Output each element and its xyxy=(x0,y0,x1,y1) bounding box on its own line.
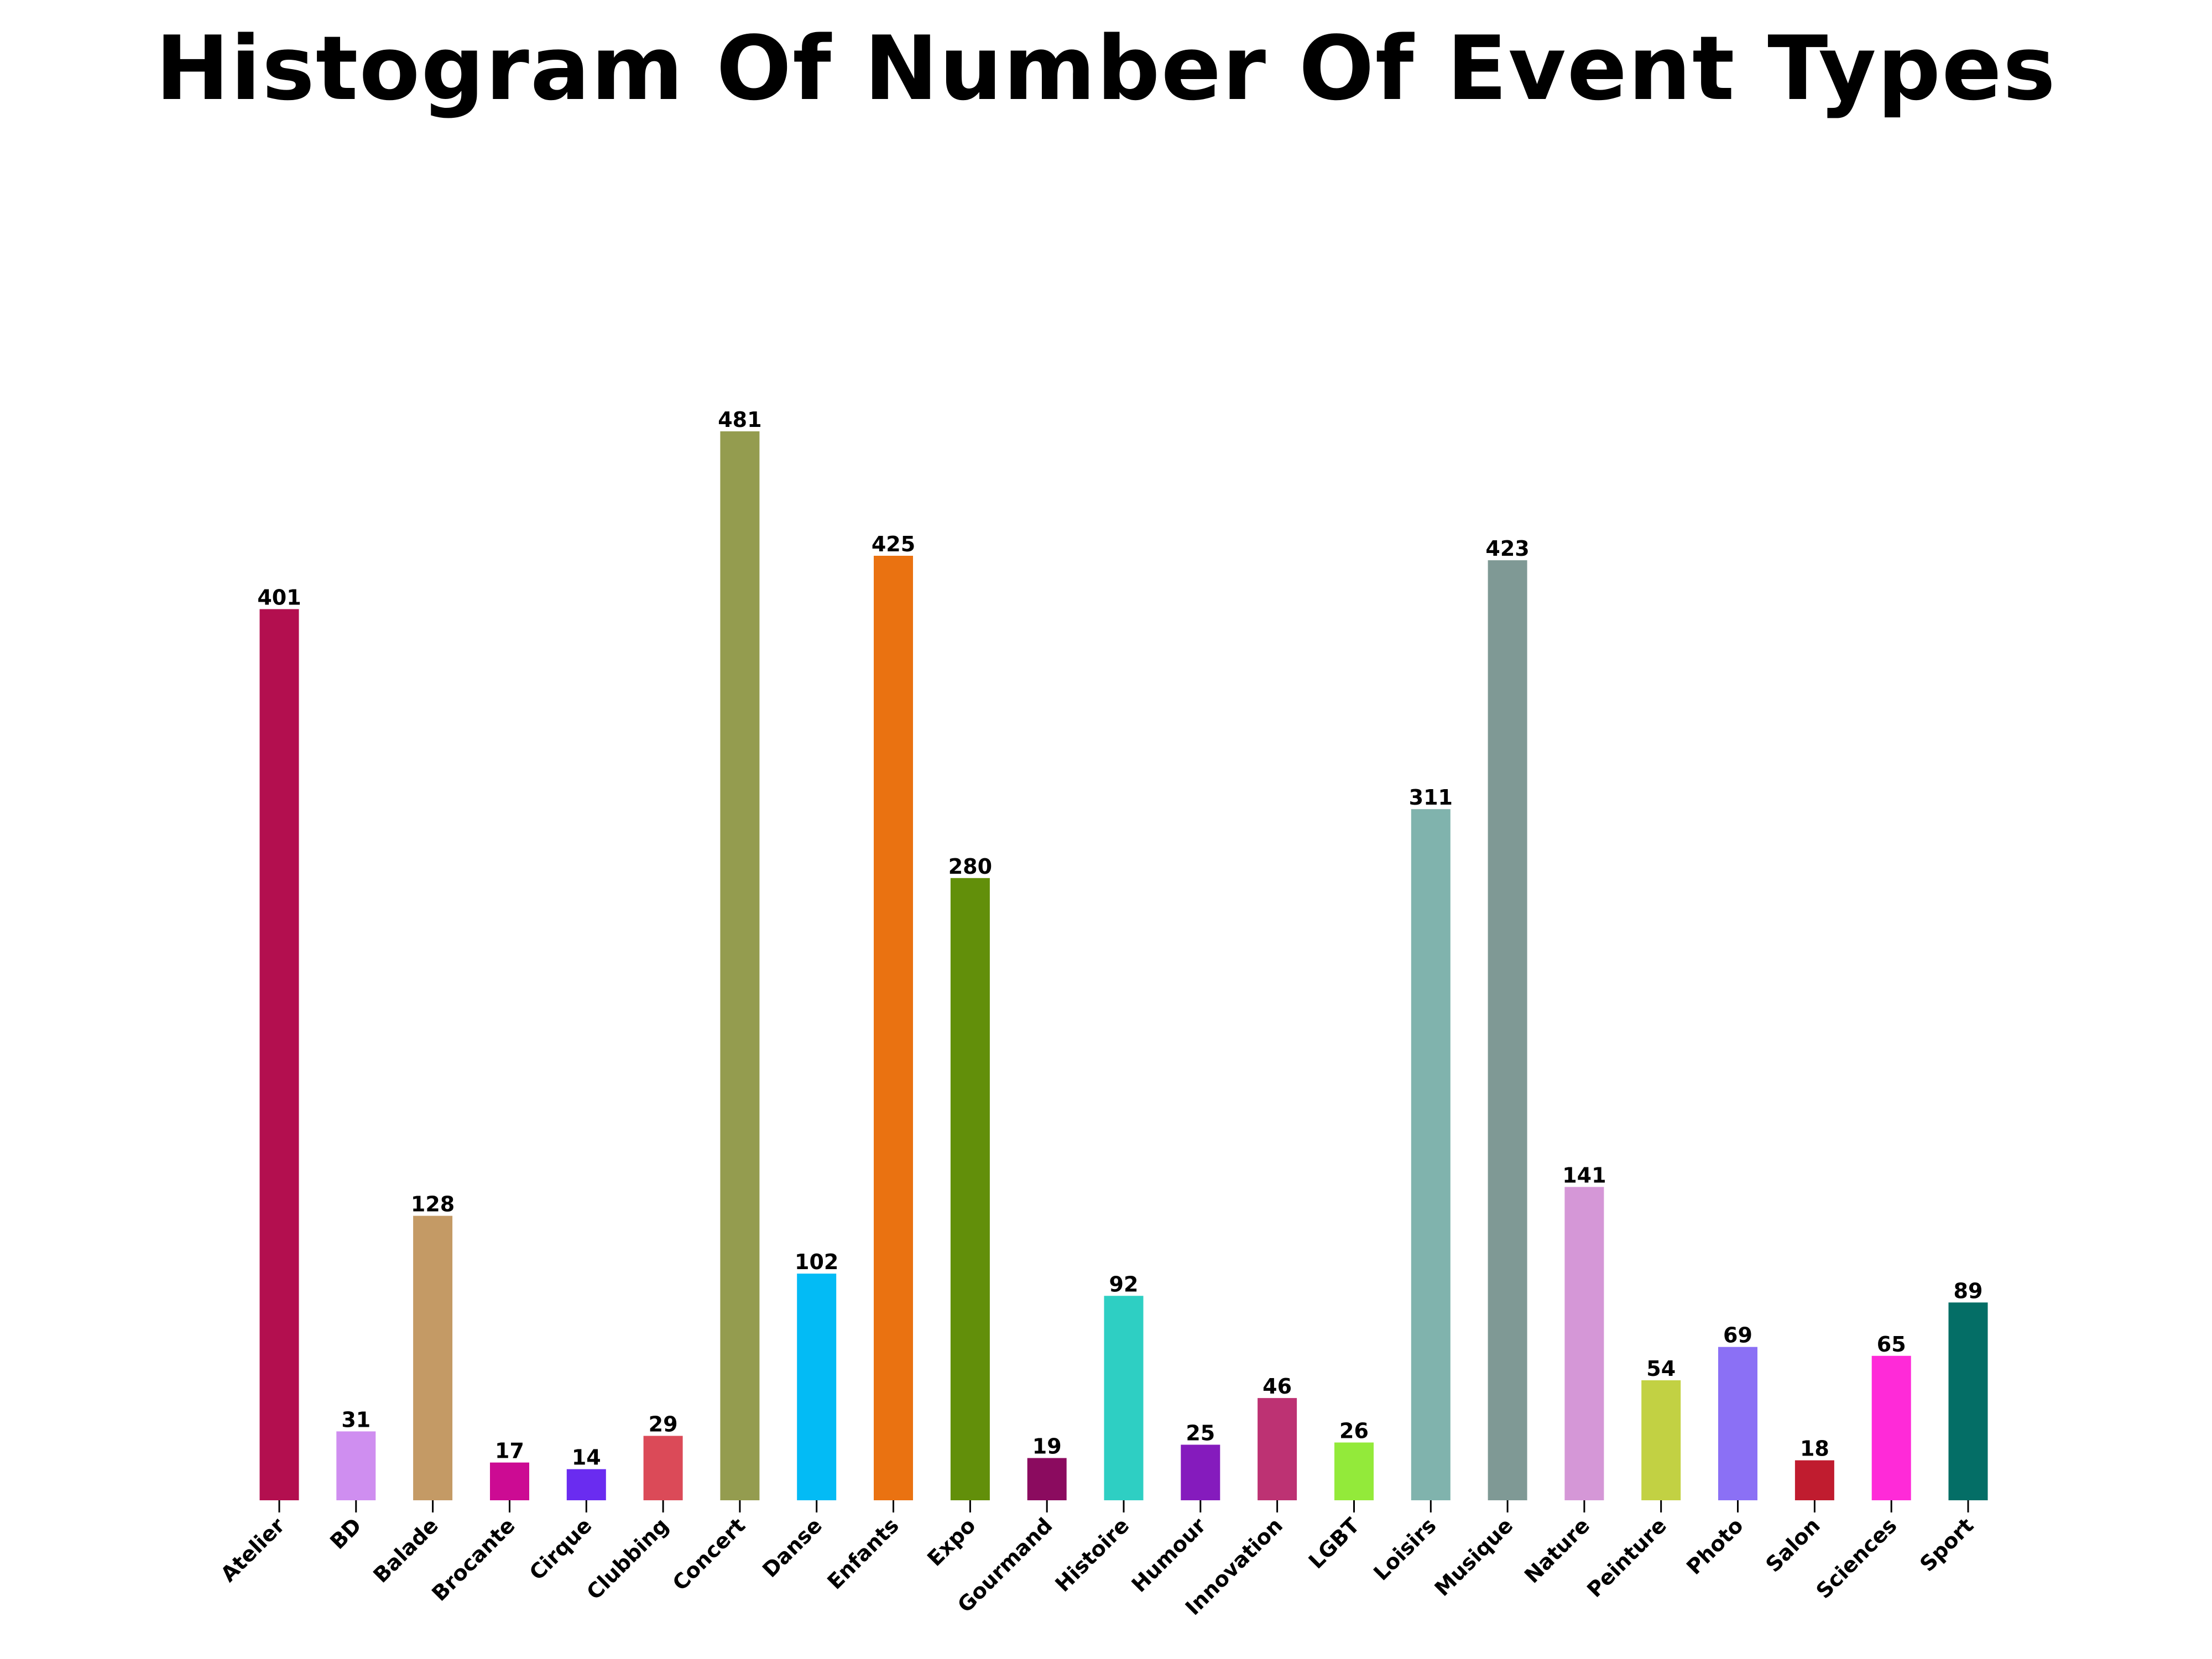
bar-photo xyxy=(1718,1347,1757,1500)
bar-nature xyxy=(1564,1187,1604,1500)
bar-atelier xyxy=(259,609,299,1500)
value-label-enfants: 425 xyxy=(872,532,915,556)
bar-gourmand xyxy=(1027,1458,1067,1500)
tick-label-musique: Musique xyxy=(1430,1513,1518,1601)
bar-humour xyxy=(1181,1444,1220,1500)
tick-label-nature: Nature xyxy=(1520,1513,1594,1588)
tick-label-sport: Sport xyxy=(1915,1513,1978,1576)
value-label-nature: 141 xyxy=(1562,1163,1606,1187)
bar-balade xyxy=(413,1215,453,1500)
chart-title: Histogram Of Number Of Event Types xyxy=(155,17,2057,120)
tick-label-lgbt: LGBT xyxy=(1304,1513,1364,1573)
tick-label-atelier: Atelier xyxy=(216,1513,289,1587)
value-label-salon: 18 xyxy=(1800,1437,1829,1461)
value-label-gourmand: 19 xyxy=(1032,1434,1062,1459)
tick-label-loisirs: Loisirs xyxy=(1369,1513,1441,1585)
bar-musique xyxy=(1488,560,1527,1500)
value-label-danse: 102 xyxy=(795,1250,838,1274)
bar-histoire xyxy=(1104,1296,1144,1500)
bar-concert xyxy=(720,431,760,1500)
tick-label-clubbing: Clubbing xyxy=(582,1513,673,1604)
value-label-histoire: 92 xyxy=(1109,1272,1139,1296)
value-label-sciences: 65 xyxy=(1877,1332,1906,1357)
tick-label-humour: Humour xyxy=(1127,1513,1211,1597)
bar-lgbt xyxy=(1334,1442,1374,1500)
value-label-cirque: 14 xyxy=(572,1446,601,1470)
bar-sport xyxy=(1948,1302,1988,1500)
tick-label-sciences: Sciences xyxy=(1811,1513,1901,1603)
bar-brocante xyxy=(490,1462,529,1500)
bar-cirque xyxy=(566,1469,606,1500)
value-label-peinture: 54 xyxy=(1646,1357,1676,1381)
tick-label-concert: Concert xyxy=(668,1513,750,1595)
tick-label-cirque: Cirque xyxy=(525,1513,597,1585)
value-label-loisirs: 311 xyxy=(1409,785,1453,810)
bar-danse xyxy=(797,1274,837,1500)
value-label-humour: 25 xyxy=(1186,1421,1215,1446)
value-label-lgbt: 26 xyxy=(1339,1419,1369,1443)
tick-label-histoire: Histoire xyxy=(1051,1513,1134,1597)
bar-innovation xyxy=(1258,1398,1297,1500)
value-labels-layer: 401 31 128 17 14 29 481 102 425 280 19 92 25 46 26 311 4… xyxy=(257,408,1983,1470)
tick-label-balade: Balade xyxy=(368,1513,443,1588)
value-label-atelier: 401 xyxy=(257,586,301,610)
bar-enfants xyxy=(874,556,913,1500)
tick-label-brocante: Brocante xyxy=(427,1513,520,1606)
value-label-musique: 423 xyxy=(1485,536,1529,561)
tick-label-bd: BD xyxy=(325,1513,366,1554)
tick-label-enfants: Enfants xyxy=(822,1513,903,1594)
tick-label-expo: Expo xyxy=(922,1513,980,1571)
bar-expo xyxy=(950,878,990,1500)
value-label-concert: 481 xyxy=(718,408,761,432)
bar-loisirs xyxy=(1411,809,1451,1500)
tick-label-photo: Photo xyxy=(1682,1513,1748,1579)
tick-label-peinture: Peinture xyxy=(1582,1513,1671,1602)
bar-sciences xyxy=(1871,1355,1911,1500)
value-label-expo: 280 xyxy=(948,854,992,879)
value-label-photo: 69 xyxy=(1723,1323,1752,1348)
bar-peinture xyxy=(1641,1380,1681,1500)
value-label-sport: 89 xyxy=(1954,1279,1983,1303)
value-label-balade: 128 xyxy=(411,1192,455,1217)
tick-label-danse: Danse xyxy=(758,1513,827,1582)
value-label-brocante: 17 xyxy=(495,1439,524,1463)
value-label-clubbing: 29 xyxy=(649,1412,678,1437)
bar-bd xyxy=(336,1431,376,1500)
bar-clubbing xyxy=(643,1436,683,1500)
value-label-bd: 31 xyxy=(341,1407,371,1432)
value-label-innovation: 46 xyxy=(1262,1374,1292,1399)
tick-label-salon: Salon xyxy=(1761,1513,1824,1577)
bars-layer xyxy=(259,431,1988,1500)
bar-salon xyxy=(1794,1460,1834,1500)
